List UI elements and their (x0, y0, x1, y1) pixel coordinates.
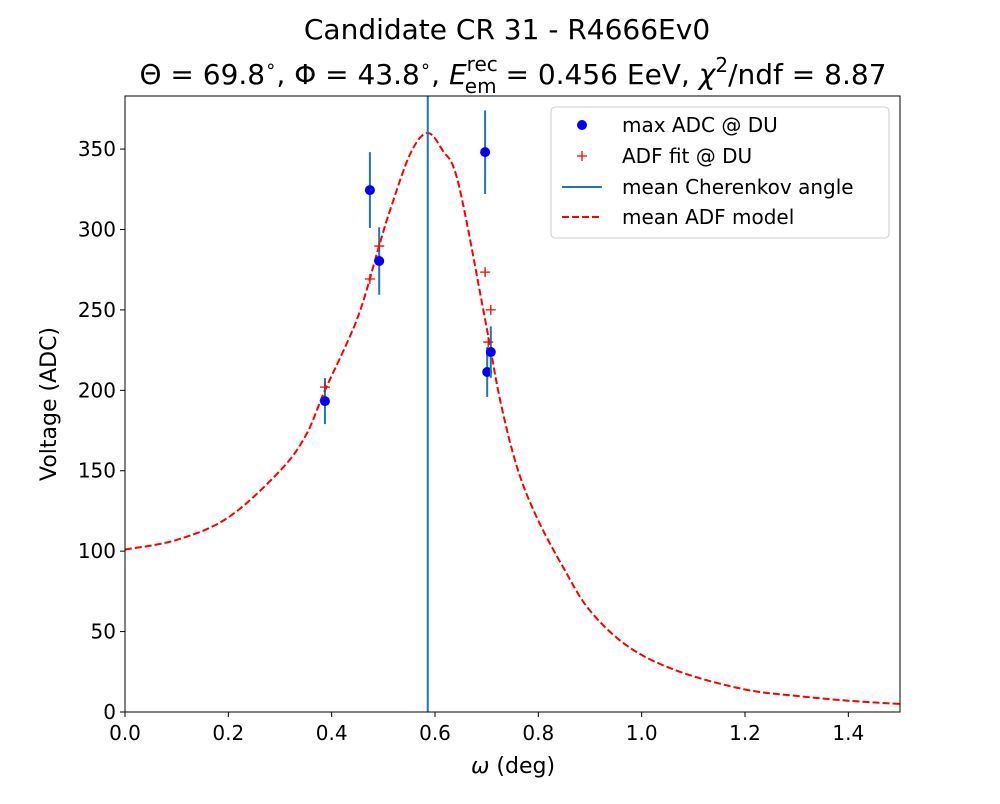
subtitle-theta-value: 69.8 (203, 58, 265, 91)
x-tick-label: 0.4 (316, 721, 348, 745)
y-tick-label: 150 (78, 459, 116, 483)
subtitle-phi-value: 43.8 (358, 58, 420, 91)
y-tick-label: 100 (78, 539, 116, 563)
legend: max ADC @ DU ADF fit @ DU mean Cherenkov… (550, 106, 890, 239)
max-adc-point (364, 185, 375, 196)
subtitle-theta: Θ (139, 58, 161, 91)
x-tick-label: 1.0 (626, 721, 658, 745)
adf-fit-marker (480, 267, 491, 278)
chart-subtitle: Θ = 69.8∘, Φ = 43.8∘, Erec em = 0.456 EeV… (139, 52, 886, 98)
legend-marker-adf-fit (577, 151, 587, 161)
degree: ∘ (265, 56, 276, 77)
y-axis-label: Voltage (ADC) (37, 327, 62, 481)
x-tick-label: 0.6 (419, 721, 451, 745)
legend-label-adf-model: mean ADF model (622, 205, 794, 229)
adf-fit-marker (319, 382, 330, 393)
x-tick-label: 0.0 (109, 721, 141, 745)
x-axis-symbol: ω (471, 754, 489, 779)
legend-label-cherenkov: mean Cherenkov angle (622, 175, 854, 199)
max-adc-point (319, 396, 330, 407)
adf-fit-marker (485, 304, 496, 315)
x-tick-label: 0.2 (212, 721, 244, 745)
legend-label-max-adc: max ADC @ DU (622, 113, 778, 137)
axes-frame (124, 95, 901, 713)
subtitle-chi-value: 8.87 (824, 58, 886, 91)
subtitle-energy: E (449, 58, 467, 91)
adf-fit-marker (483, 337, 494, 348)
degree: ∘ (420, 56, 431, 77)
eq-sign: = (497, 58, 538, 91)
x-tick-label: 1.2 (729, 721, 761, 745)
adf-fit-marker (374, 241, 385, 252)
x-axis-label: ω (deg) (471, 754, 555, 779)
subtitle-energy-value: 0.456 EeV (538, 58, 681, 91)
x-tick-label: 0.8 (522, 721, 554, 745)
adf-model-curve (124, 131, 901, 705)
y-tick-label: 0 (103, 700, 116, 724)
max-adc-point (374, 256, 385, 267)
max-adc-point (485, 347, 496, 358)
chi-sup: 2 (715, 53, 728, 77)
plot-area (124, 96, 901, 712)
y-axis: 0 50 100 150 200 250 300 350 (78, 137, 125, 724)
sep: , (276, 58, 294, 91)
max-adc-point (482, 366, 493, 377)
eq-sign: = (162, 58, 203, 91)
chi-suffix: /ndf (728, 58, 784, 91)
x-axis-unit: (deg) (489, 754, 555, 779)
y-tick-label: 350 (78, 137, 116, 161)
legend-marker-max-adc (577, 120, 587, 130)
energy-sub: em (465, 74, 497, 98)
subtitle-phi: Φ (294, 58, 316, 91)
y-tick-label: 300 (78, 217, 116, 241)
y-tick-label: 50 (91, 620, 116, 644)
y-tick-label: 250 (78, 298, 116, 322)
eq-sign: = (783, 58, 824, 91)
energy-sup: rec (467, 52, 498, 76)
max-adc-point (480, 147, 491, 158)
sep: , (431, 58, 449, 91)
legend-label-adf-fit: ADF fit @ DU (622, 144, 752, 168)
sep: , (681, 58, 699, 91)
x-axis: 0.0 0.2 0.4 0.6 0.8 1.0 1.2 1.4 (109, 712, 864, 745)
adf-fit-marker (364, 274, 375, 285)
subtitle-chi: χ (697, 58, 717, 91)
legend-frame (550, 106, 890, 239)
chart-title: Candidate CR 31 - R4666Ev0 (304, 13, 710, 46)
y-tick-label: 200 (78, 378, 116, 402)
x-tick-label: 1.4 (832, 721, 864, 745)
eq-sign: = (316, 58, 357, 91)
